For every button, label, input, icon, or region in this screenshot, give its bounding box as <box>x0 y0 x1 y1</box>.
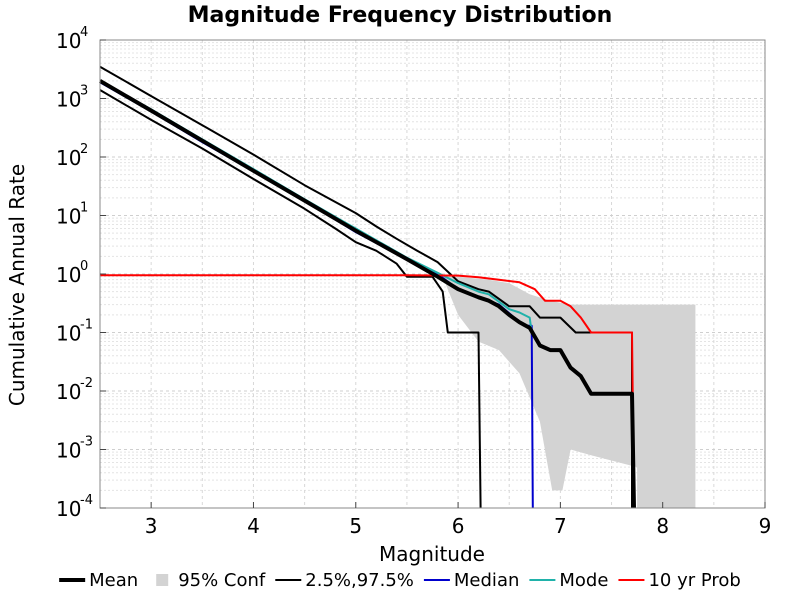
legend-label-mode: Mode <box>559 570 608 591</box>
y-tick-exponent: -3 <box>80 435 93 450</box>
y-tick-label: 10 <box>56 322 81 346</box>
y-tick-exponent: -1 <box>80 318 93 333</box>
y-tick-label: 10 <box>56 497 81 521</box>
chart-title: Magnitude Frequency Distribution <box>188 3 613 28</box>
y-tick-label: 10 <box>56 88 81 112</box>
y-tick-exponent: -2 <box>80 376 93 391</box>
x-tick-label: 5 <box>349 514 362 538</box>
y-tick-exponent: 4 <box>80 25 88 40</box>
legend-label-10-yr-prob: 10 yr Prob <box>648 570 740 591</box>
legend-label-95-conf: 95% Conf <box>178 570 266 591</box>
x-ticks: 3 4 5 6 7 8 9 <box>145 502 772 538</box>
y-tick-label: 10 <box>56 205 81 229</box>
legend-label-mean: Mean <box>89 570 138 591</box>
series-2-5-97-5-line <box>99 65 633 508</box>
y-tick-label: 10 <box>56 439 81 463</box>
series-layer <box>98 65 636 509</box>
series-2-5-97-5-lower-line <box>99 89 482 509</box>
x-tick-label: 8 <box>656 514 669 538</box>
y-tick-exponent: 2 <box>80 142 88 157</box>
y-tick-label: 10 <box>56 146 81 170</box>
legend: Mean 95% Conf 2.5%,97.5% Median Mode 10 yr Pr… <box>59 570 741 591</box>
x-axis-label: Magnitude <box>379 542 485 566</box>
x-tick-label: 9 <box>759 514 772 538</box>
y-tick-exponent: 3 <box>80 84 88 99</box>
legend-label-median: Median <box>454 570 519 591</box>
y-tick-label: 10 <box>56 380 81 404</box>
y-axis-label: Cumulative Annual Rate <box>5 164 29 406</box>
legend-swatch-95-conf <box>156 574 169 586</box>
x-tick-label: 7 <box>554 514 567 538</box>
x-tick-label: 4 <box>247 514 260 538</box>
series-mean-line <box>98 79 636 509</box>
legend-label-2-5-97-5: 2.5%,97.5% <box>305 570 414 591</box>
y-tick-exponent: -4 <box>80 493 93 508</box>
y-tick-exponent: 0 <box>80 259 88 274</box>
y-tick-exponent: 1 <box>80 201 88 216</box>
y-tick-label: 10 <box>56 29 81 53</box>
y-tick-label: 10 <box>56 263 81 287</box>
x-tick-label: 3 <box>145 514 158 538</box>
x-tick-label: 6 <box>452 514 465 538</box>
series-10-yr-prob-line <box>100 274 635 509</box>
